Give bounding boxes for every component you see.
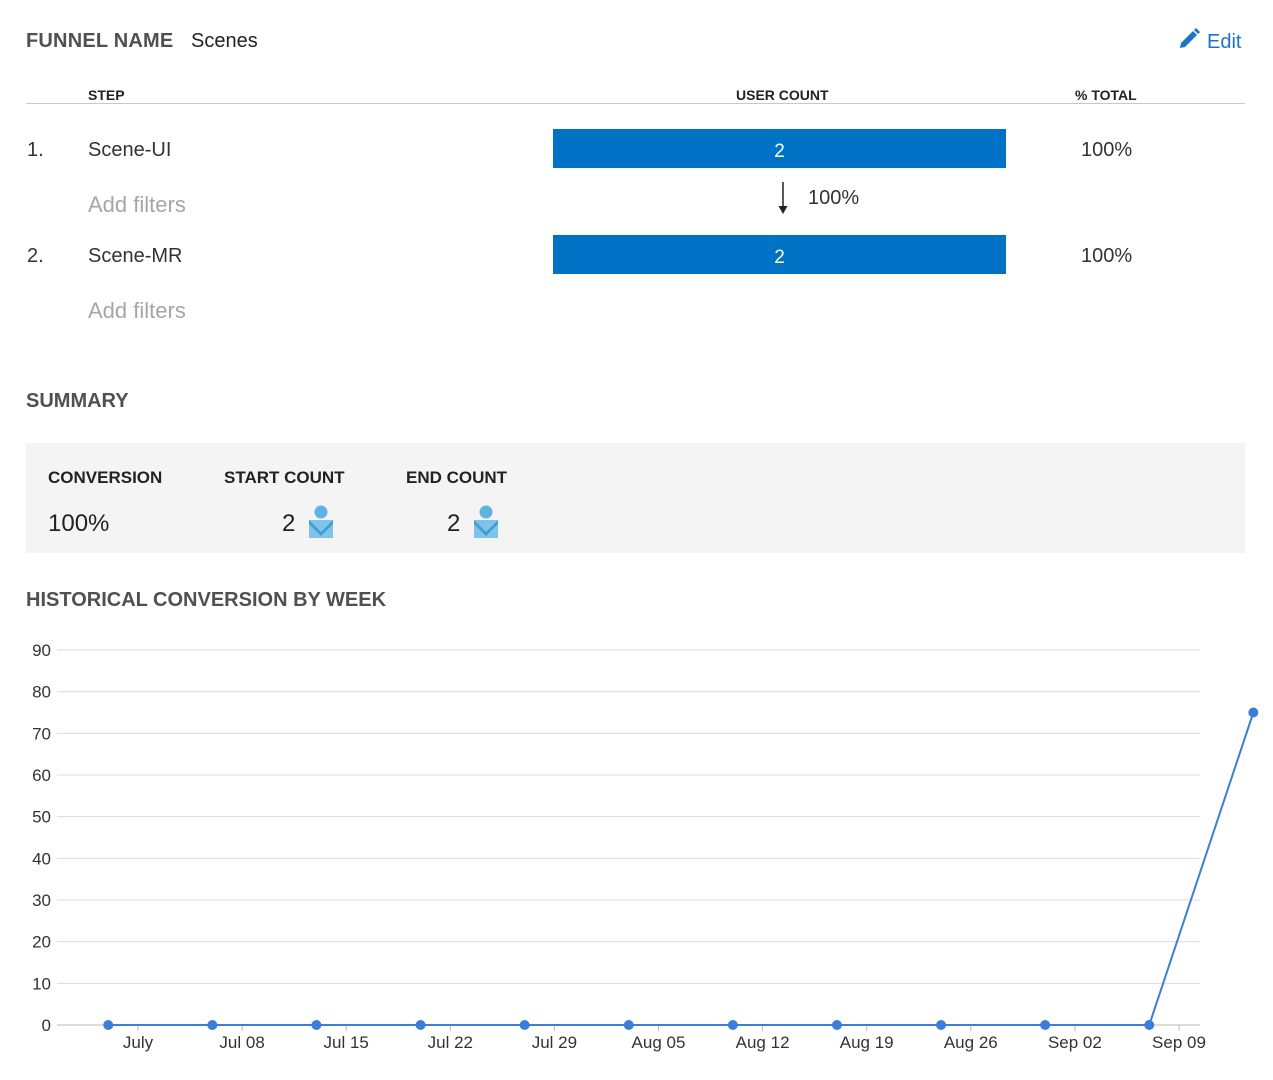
step-number: 1. xyxy=(27,139,44,161)
user-icon xyxy=(308,504,336,545)
x-tick-label: Sep 09 xyxy=(1152,1033,1206,1052)
user-count-bar[interactable]: 2 xyxy=(553,235,1006,274)
user-count-value: 2 xyxy=(774,246,785,268)
x-tick-label: Aug 12 xyxy=(736,1033,790,1052)
pencil-icon xyxy=(1177,27,1201,57)
data-point xyxy=(831,1020,842,1030)
y-tick-label: 20 xyxy=(32,933,51,952)
summary-panel xyxy=(26,443,1245,553)
user-icon xyxy=(473,504,501,545)
data-point xyxy=(311,1020,322,1030)
data-point xyxy=(727,1020,738,1030)
y-tick-label: 30 xyxy=(32,891,51,910)
x-tick-label: Jul 08 xyxy=(219,1033,264,1052)
percent-total: 100% xyxy=(1081,245,1133,267)
edit-label: Edit xyxy=(1207,30,1242,53)
add-filters-link[interactable]: Add filters xyxy=(88,192,186,217)
data-point xyxy=(103,1020,114,1030)
x-tick-label: Sep 02 xyxy=(1048,1033,1102,1052)
arrow-down-icon xyxy=(776,181,790,222)
conversion-label: CONVERSION xyxy=(48,468,163,487)
x-tick-label: Jul 22 xyxy=(428,1033,473,1052)
data-point xyxy=(415,1020,426,1030)
header-divider xyxy=(26,103,1245,104)
x-tick-label: Jul 15 xyxy=(324,1033,369,1052)
summary-title: SUMMARY xyxy=(26,390,129,412)
step-number: 2. xyxy=(27,245,44,267)
user-count-value: 2 xyxy=(774,140,785,162)
x-tick-label: Aug 19 xyxy=(840,1033,894,1052)
series-line xyxy=(108,712,1255,1026)
y-tick-label: 0 xyxy=(42,1016,51,1035)
data-point xyxy=(207,1020,218,1030)
column-header-user-count: USER COUNT xyxy=(736,87,829,103)
data-point xyxy=(936,1020,947,1030)
x-tick-label: Aug 05 xyxy=(632,1033,686,1052)
column-header-step: STEP xyxy=(88,87,125,103)
x-tick-label: Aug 26 xyxy=(944,1033,998,1052)
y-tick-label: 10 xyxy=(32,974,51,993)
step-name: Scene-UI xyxy=(88,139,172,161)
user-count-bar[interactable]: 2 xyxy=(553,129,1006,168)
end-count-value: 2 xyxy=(447,510,461,537)
y-tick-label: 80 xyxy=(32,683,51,702)
x-tick-label: July xyxy=(123,1033,154,1052)
edit-button[interactable]: Edit xyxy=(1177,27,1241,57)
end-count-label: END COUNT xyxy=(406,468,508,487)
y-tick-label: 90 xyxy=(32,641,51,660)
conversion-value: 100% xyxy=(48,510,110,537)
step-name: Scene-MR xyxy=(88,245,183,267)
data-point xyxy=(623,1020,634,1030)
percent-total: 100% xyxy=(1081,139,1133,161)
data-point xyxy=(1040,1020,1051,1030)
step-conversion-percent: 100% xyxy=(808,187,860,209)
start-count-label: START COUNT xyxy=(224,468,345,487)
data-point xyxy=(1248,707,1259,718)
data-point xyxy=(1144,1020,1155,1030)
column-header-percent-total: % TOTAL xyxy=(1075,87,1137,103)
start-count-value: 2 xyxy=(282,510,296,537)
y-tick-label: 70 xyxy=(32,724,51,743)
historical-conversion-chart: 0 10 20 30 40 50 60 70 80 90 July Jul 08 Jul 15 Jul 2… xyxy=(32,641,1259,1052)
historical-conversion-title: HISTORICAL CONVERSION BY WEEK xyxy=(26,589,387,611)
data-point xyxy=(519,1020,530,1030)
y-tick-label: 60 xyxy=(32,766,51,785)
x-tick-label: Jul 29 xyxy=(532,1033,577,1052)
funnel-name-value: Scenes xyxy=(191,30,258,52)
y-tick-label: 50 xyxy=(32,808,51,827)
funnel-name-label: FUNNEL NAME xyxy=(26,30,174,52)
y-tick-label: 40 xyxy=(32,849,51,868)
add-filters-link[interactable]: Add filters xyxy=(88,298,186,323)
